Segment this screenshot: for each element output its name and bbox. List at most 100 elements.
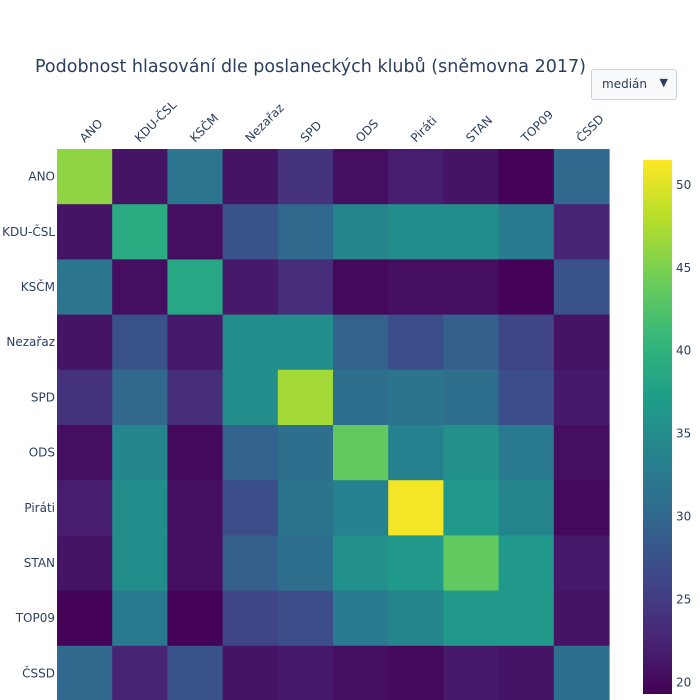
chart-title: Podobnost hlasování dle poslaneckých klu… [35,57,586,77]
heatmap-cell [443,204,500,260]
heatmap-cell [167,425,224,481]
heatmap-cell [167,204,224,260]
heatmap-cell [277,149,334,205]
heatmap-cell [167,645,224,700]
heatmap-cell [333,369,389,426]
heatmap-cell [553,259,610,316]
y-tick-label: ČSSD [22,665,55,680]
heatmap-cell [167,590,224,647]
heatmap-cell [277,590,334,647]
heatmap-cell [167,259,224,316]
x-tick-label: KSČM [187,110,222,145]
heatmap-cell [498,645,555,700]
heatmap-cell [57,535,113,592]
y-tick-label: KDU-ČSL [2,224,55,239]
heatmap-cell [222,314,279,371]
heatmap-cells [57,149,610,700]
heatmap-cell [222,204,279,260]
x-tick-label: STAN [463,113,495,145]
colorbar-tick-label: 45 [676,261,691,275]
colorbar [643,160,672,694]
heatmap-cell [333,314,389,371]
heatmap-cell [222,535,279,592]
heatmap-cell [222,149,279,205]
heatmap-cell [112,425,168,481]
heatmap-cell [277,369,334,426]
heatmap-cell [553,369,610,426]
heatmap-cell [388,149,444,205]
heatmap-cell [333,425,389,481]
x-tick-label: SPD [298,118,325,145]
heatmap-cell [498,480,555,536]
heatmap-cell [553,314,610,371]
y-tick-label: STAN [24,556,55,570]
heatmap-cell [222,590,279,647]
chevron-down-icon: ▼ [659,76,668,89]
colorbar-tick-label: 20 [676,675,691,689]
heatmap-cell [388,535,444,592]
heatmap-cell [167,314,224,371]
aggregation-dropdown[interactable]: medián ▼ [591,69,677,100]
heatmap-cell [222,645,279,700]
heatmap-cell [57,590,113,647]
y-tick-label: ODS [29,446,55,460]
heatmap-cell [553,425,610,481]
x-tick-label: ČSSD [573,111,607,145]
heatmap-cell [388,204,444,260]
heatmap-cell [277,204,334,260]
heatmap-cell [333,535,389,592]
x-tick-label: KDU-ČSL [131,97,179,145]
heatmap-cell [57,314,113,371]
heatmap-cell [443,259,500,316]
heatmap-cell [388,425,444,481]
x-tick-label: ODS [353,117,382,146]
heatmap-cell [333,480,389,536]
y-tick-label: KSČM [21,279,55,294]
colorbar-ticks: 20 25 30 35 40 45 50 [676,178,691,690]
heatmap-cell [388,480,444,536]
heatmap-cell [222,480,279,536]
heatmap-cell [498,535,555,592]
heatmap-cell [553,535,610,592]
heatmap-cell [443,645,500,700]
heatmap-cell [112,590,168,647]
heatmap-cell [498,590,555,647]
y-tick-label: TOP09 [15,611,55,625]
heatmap-cell [553,645,610,700]
heatmap-cell [112,369,168,426]
heatmap-cell [443,314,500,371]
colorbar-tick-label: 35 [676,427,691,441]
heatmap-cell [443,425,500,481]
heatmap-cell [277,480,334,536]
heatmap-cell [277,535,334,592]
y-axis-labels: ANO KDU-ČSL KSČM Nezařaz SPD ODS Piráti STAN TOP… [2,170,55,681]
heatmap-cell [222,369,279,426]
heatmap-cell [553,204,610,260]
heatmap-cell [277,645,334,700]
x-tick-label: Piráti [408,114,440,146]
heatmap-cell [553,149,610,205]
heatmap-cell [57,259,113,316]
heatmap-cell [57,480,113,536]
heatmap-cell [112,535,168,592]
heatmap-cell [222,259,279,316]
heatmap-cell [498,369,555,426]
heatmap-cell [112,149,168,205]
heatmap-cell [553,590,610,647]
heatmap-cell [57,149,113,205]
heatmap-cell [277,425,334,481]
heatmap-cell [443,590,500,647]
heatmap-cell [498,149,555,205]
heatmap-cell [112,314,168,371]
heatmap-cell [333,645,389,700]
heatmap-cell [167,480,224,536]
heatmap-cell [112,204,168,260]
colorbar-tick-label: 50 [676,178,691,192]
heatmap-cell [277,314,334,371]
heatmap-cell [553,480,610,536]
heatmap-cell [388,259,444,316]
heatmap-cell [443,535,500,592]
heatmap-cell [167,369,224,426]
heatmap-cell [443,149,500,205]
heatmap-cell [443,480,500,536]
